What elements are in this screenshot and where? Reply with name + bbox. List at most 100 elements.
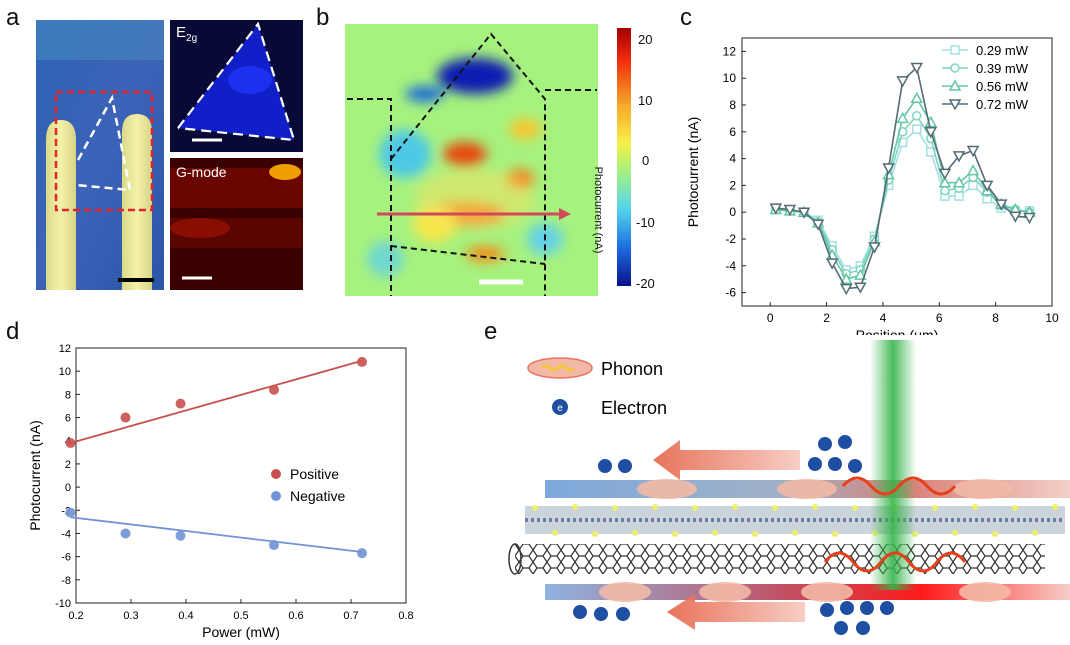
chart-c-point	[966, 145, 980, 158]
chart-c-xtick-label: 0	[767, 311, 774, 325]
chart-c-point	[896, 76, 909, 88]
chart-c-point	[1023, 212, 1036, 225]
chart-c-point	[896, 111, 909, 124]
chart-d-xtick-label: 0.6	[288, 610, 303, 622]
chart-c-point	[911, 124, 922, 134]
chart-c-point	[910, 91, 924, 104]
chart-d-point	[269, 384, 279, 395]
chart-c-series-line	[775, 96, 1030, 281]
heat-flow-arrow-bottom	[667, 594, 805, 630]
chart-d-ytick-label: -8	[61, 575, 71, 587]
chart-c-point	[854, 282, 867, 294]
chart-c-point	[994, 199, 1008, 211]
chart-d-xlabel: Power (mW)	[202, 624, 280, 640]
chart-c-ytick-label: 0	[729, 205, 736, 219]
chart-c-legend-marker	[950, 45, 960, 55]
chart-c-point	[911, 110, 922, 121]
colorbar-tick-neg10: -10	[636, 215, 655, 230]
chart-c-point	[910, 62, 924, 75]
chart-c-point	[783, 204, 797, 217]
chart-d-xtick-label: 0.2	[68, 610, 83, 622]
e2g-subscript: 2g	[186, 33, 198, 44]
chart-c-point	[839, 272, 853, 284]
chart-c-point	[938, 176, 952, 188]
chart-c-xtick-label: 8	[992, 311, 999, 325]
chart-d-point	[120, 528, 131, 539]
right-electrode	[122, 114, 152, 290]
chart-c-ytick-label: 4	[729, 152, 736, 166]
electron-legend-icon	[552, 399, 568, 415]
chart-d-xtick-label: 0.7	[343, 610, 358, 622]
chart-c-point	[952, 176, 966, 188]
chart-d-fit-line	[70, 359, 363, 444]
chart-d-point	[65, 507, 76, 518]
chart-c-frame	[741, 37, 1053, 307]
chart-c-point	[940, 186, 950, 196]
chart-c-legend-label: 0.29 mW	[976, 43, 1029, 58]
chart-d-point	[357, 548, 367, 559]
raman-e2g-map: E2g	[170, 20, 303, 152]
chart-c-point	[966, 164, 980, 176]
chart-c-point	[980, 180, 994, 192]
chart-d-ylabel: Photocurrent (nA)	[27, 420, 43, 531]
chart-d-fit-line	[70, 516, 363, 553]
colorbar-tick-0: 0	[642, 153, 650, 168]
chart-c-ytick-label: 6	[729, 125, 736, 139]
chart-d-frame	[75, 347, 407, 604]
panel-label-a: a	[6, 4, 20, 31]
chart-c-point	[811, 219, 825, 231]
chart-c-ytick-label: 8	[729, 98, 736, 112]
nanotube	[515, 544, 1045, 574]
phonon-legend-icon	[527, 357, 593, 379]
chart-c-ytick-label: -2	[725, 232, 736, 246]
photocurrent-map	[345, 24, 598, 296]
chart-c-point	[825, 258, 839, 270]
electron-legend-label: Electron	[601, 398, 667, 418]
chart-c-legend-label: 0.39 mW	[976, 61, 1029, 76]
chart-c-legend-marker	[948, 79, 962, 91]
e2g-label: E	[176, 24, 187, 41]
chart-c-xlabel: Position (μm)	[856, 327, 939, 335]
chart-c-ytick-label: 12	[723, 44, 737, 58]
thermal-wave-top	[841, 476, 957, 496]
chart-c-point	[868, 242, 881, 254]
chart-c-legend-label: 0.72 mW	[976, 97, 1029, 112]
chart-c-point	[954, 191, 964, 201]
colorbar-tick-neg20: -20	[636, 276, 655, 291]
panel-label-c: c	[680, 4, 692, 31]
chart-d-legend-marker	[271, 469, 281, 479]
chart-d-point	[175, 398, 186, 409]
chart-d-ytick-label: 2	[65, 459, 71, 471]
region-box	[54, 90, 154, 212]
chart-c-point	[938, 168, 952, 180]
chart-d-point	[120, 412, 131, 423]
flake-outline	[75, 94, 132, 192]
chart-c-point	[769, 203, 783, 215]
chart-d-ytick-label: 10	[59, 366, 71, 378]
panel-label-d: d	[6, 318, 20, 345]
chart-d-ytick-label: -6	[61, 552, 71, 564]
chart-c-ytick-label: 2	[729, 178, 736, 192]
raman-gmode-map: G-mode	[170, 158, 303, 290]
chart-c-point	[854, 268, 867, 280]
chart-d-xtick-label: 0.4	[178, 610, 193, 622]
chart-d-legend-marker	[271, 491, 281, 501]
chart-d-ytick-label: 12	[59, 343, 71, 355]
chart-c-point	[839, 283, 853, 296]
chart-c-ylabel: Photocurrent (nA)	[685, 117, 701, 228]
chart-d-xtick-label: 0.3	[123, 610, 138, 622]
chart-d-ytick-label: 0	[65, 482, 71, 494]
chart-d-xtick-label: 0.5	[233, 610, 248, 622]
phonon-legend-label: Phonon	[601, 359, 663, 379]
laser-beam	[870, 340, 916, 590]
chart-c: 0 2 4 6 8 10 -6 -4 -2 0 2 4 6 8 10 12 Position (μm) Photo…	[685, 37, 1059, 335]
chart-d-point	[269, 540, 279, 551]
chart-c-xtick-label: 10	[1045, 311, 1059, 325]
chart-c-legend-label: 0.56 mW	[976, 79, 1029, 94]
electron-particles	[573, 435, 894, 635]
chart-d-ytick-label: -10	[55, 598, 71, 610]
chart-d-legend-label: Positive	[290, 466, 339, 482]
gmode-label: G-mode	[176, 164, 227, 180]
chart-c-ytick-label: -6	[725, 286, 736, 300]
chart-c-xtick-label: 6	[936, 311, 943, 325]
